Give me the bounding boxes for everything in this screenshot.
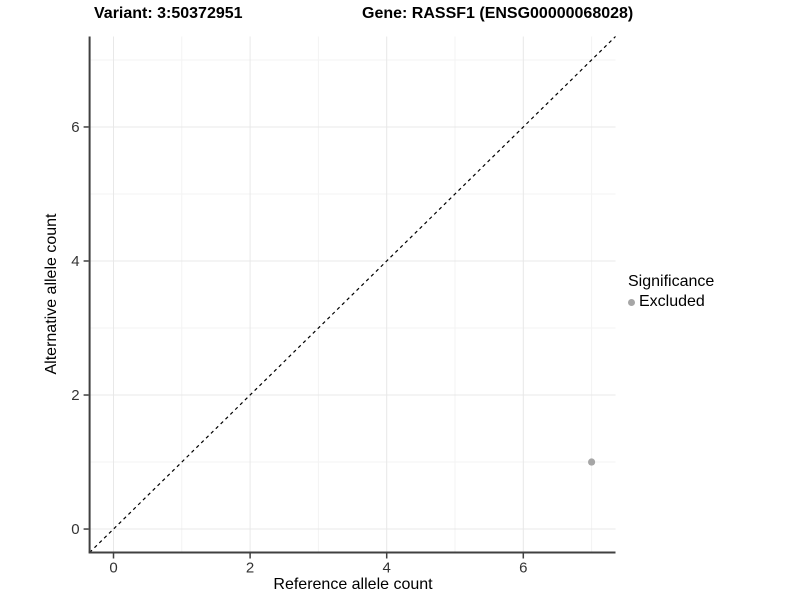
legend-title: Significance xyxy=(628,273,715,290)
y-tick-label: 6 xyxy=(71,119,79,136)
legend-items: Excluded xyxy=(628,293,714,311)
gene-title: Gene: RASSF1 (ENSG00000068028) xyxy=(362,5,634,22)
y-axis-title-text: Alternative allele count xyxy=(43,213,60,375)
variant-title: Variant: 3:50372951 xyxy=(94,5,243,22)
x-tick-label: 6 xyxy=(519,560,527,577)
x-axis-title: Reference allele count xyxy=(273,576,433,593)
y-tick-label: 2 xyxy=(71,387,79,404)
legend-item-label: Excluded xyxy=(639,293,705,310)
identity-reference-line xyxy=(89,36,616,553)
y-tick-label: 4 xyxy=(71,253,79,270)
x-tick-label: 4 xyxy=(383,560,391,577)
legend: Significance Excluded xyxy=(628,273,714,311)
y-tick-label: 0 xyxy=(71,521,79,538)
data-point xyxy=(587,458,596,466)
x-tick-label: 2 xyxy=(246,560,254,577)
legend-item: Excluded xyxy=(628,293,714,311)
x-tick-label: 0 xyxy=(109,560,117,577)
legend-key-dot xyxy=(628,298,635,306)
